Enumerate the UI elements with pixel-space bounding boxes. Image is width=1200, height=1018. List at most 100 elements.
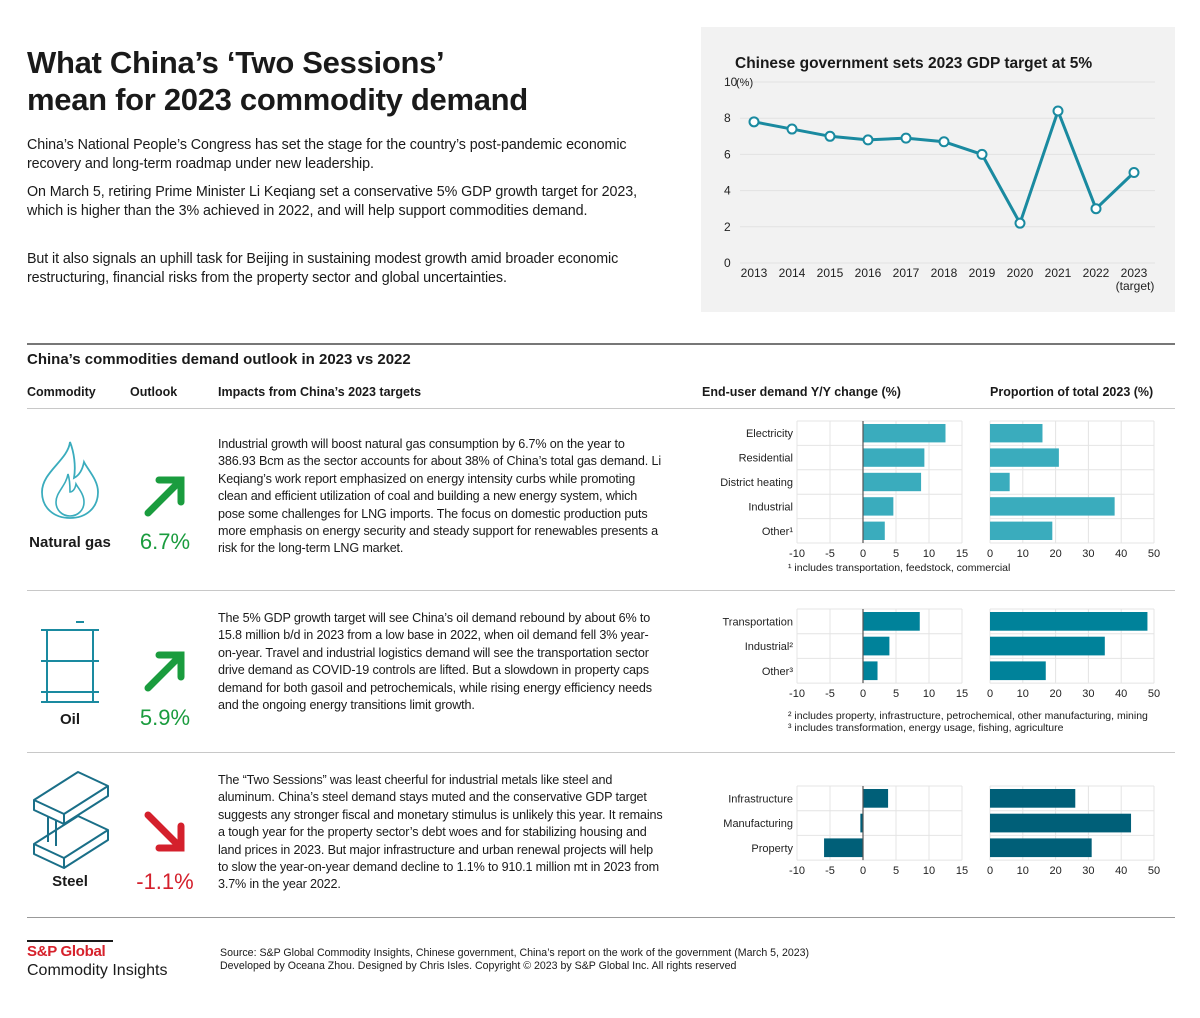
col-header-proportion: Proportion of total 2023 (%) — [990, 385, 1154, 399]
y-tick-label: 10 — [724, 75, 738, 89]
steel-beam-icon — [33, 771, 109, 869]
category-label: Electricity — [746, 428, 794, 440]
x-tick-label: 10 — [923, 688, 935, 700]
x-tick-label: 2015 — [817, 266, 844, 280]
bar — [990, 636, 1105, 656]
x-tick-label: 0 — [860, 688, 866, 700]
impact-description: The “Two Sessions” was least cheerful fo… — [218, 773, 663, 892]
bar — [863, 521, 885, 540]
x-tick-label: -10 — [789, 548, 805, 560]
category-label: Industrial² — [745, 641, 794, 653]
data-point — [1090, 203, 1102, 215]
footnote: ¹ includes transportation, feedstock, co… — [788, 562, 1011, 574]
x-tick-label: 2022 — [1083, 266, 1110, 280]
category-label: Manufacturing — [723, 818, 793, 830]
bar — [860, 813, 863, 833]
x-tick-label: 10 — [1017, 865, 1029, 877]
y-tick-label: 6 — [724, 147, 731, 161]
data-point — [862, 134, 874, 146]
x-tick-label: -5 — [825, 865, 835, 877]
bar — [990, 612, 1148, 631]
bar — [863, 472, 922, 492]
bar — [990, 789, 1076, 808]
x-tick-label: 20 — [1049, 548, 1061, 560]
data-point — [976, 148, 988, 160]
x-tick-label: 10 — [923, 548, 935, 560]
col-header-impacts: Impacts from China’s 2023 targets — [218, 385, 422, 399]
x-tick-label: 2016 — [855, 266, 882, 280]
x-tick-label: 40 — [1115, 548, 1127, 560]
x-tick-label: 15 — [956, 688, 968, 700]
x-tick-label: 2023 — [1121, 266, 1148, 280]
arrow-down-icon — [144, 811, 185, 852]
data-point — [900, 132, 912, 144]
x-tick-label: 2020 — [1007, 266, 1034, 280]
x-tick-label: 2013 — [741, 266, 768, 280]
bar — [990, 472, 1010, 492]
bar — [863, 497, 894, 516]
commodity-name: Natural gas — [29, 534, 111, 551]
arrow-up-icon — [144, 651, 185, 692]
bar — [863, 424, 946, 443]
intro-paragraph: On March 5, retiring Prime Minister Li K… — [27, 184, 637, 219]
data-point — [938, 136, 950, 148]
category-label: Transportation — [722, 616, 793, 628]
bar — [990, 497, 1115, 516]
outlook-value: -1.1% — [136, 869, 194, 894]
impact-description: Industrial growth will boost natural gas… — [218, 437, 661, 556]
x-tick-label: 30 — [1082, 548, 1094, 560]
x-tick-label: 50 — [1148, 548, 1160, 560]
x-tick-label: 5 — [893, 688, 899, 700]
data-point — [1128, 167, 1140, 178]
y-tick-label: 2 — [724, 220, 731, 234]
data-point — [786, 123, 798, 135]
category-label: Infrastructure — [728, 793, 793, 805]
title-line-1: What China’s ‘Two Sessions’ — [27, 45, 445, 80]
commodity-name: Oil — [59, 711, 80, 728]
category-label: Industrial — [748, 501, 793, 513]
outlook-value: 6.7% — [139, 529, 191, 554]
header-divider — [27, 408, 1175, 409]
x-tick-label: 0 — [987, 865, 993, 877]
x-tick-label: -5 — [825, 548, 835, 560]
gdp-chart-panel — [701, 27, 1175, 312]
x-tick-label: 50 — [1148, 865, 1160, 877]
title-line-2: mean for 2023 commodity demand — [27, 82, 528, 117]
bar — [990, 448, 1059, 467]
category-label: District heating — [720, 477, 793, 489]
footnote: ² includes property, infrastructure, pet… — [788, 710, 1148, 722]
bar — [990, 661, 1046, 681]
category-label: Property — [751, 843, 793, 855]
x-tick-label: 0 — [987, 548, 993, 560]
x-tick-label: -5 — [825, 688, 835, 700]
x-tick-label: 20 — [1049, 865, 1061, 877]
bar — [863, 661, 878, 681]
y-tick-label: 8 — [724, 111, 731, 125]
x-tick-label: 20 — [1049, 688, 1061, 700]
x-tick-sublabel: (target) — [1116, 279, 1155, 293]
x-tick-label: -10 — [789, 688, 805, 700]
x-tick-label: 15 — [956, 865, 968, 877]
bar — [863, 789, 889, 808]
outlook-value: 5.9% — [139, 705, 191, 730]
x-tick-label: 0 — [860, 548, 866, 560]
col-header-enduser: End-user demand Y/Y change (%) — [702, 385, 901, 399]
data-point — [1052, 105, 1064, 117]
x-tick-label: 5 — [893, 548, 899, 560]
footnote: ³ includes transformation, energy usage,… — [788, 722, 1064, 734]
x-tick-label: 5 — [893, 865, 899, 877]
x-tick-label: 10 — [1017, 548, 1029, 560]
x-tick-label: 2014 — [779, 266, 806, 280]
y-axis-unit: (%) — [736, 77, 753, 89]
x-tick-label: 2019 — [969, 266, 996, 280]
category-label: Other³ — [762, 666, 794, 678]
col-header-commodity: Commodity — [27, 385, 96, 399]
oil-barrel-icon — [41, 621, 99, 703]
row-divider — [27, 590, 1175, 591]
logo-sp-global: S&P Global — [27, 943, 106, 960]
y-tick-label: 0 — [724, 256, 731, 270]
logo-commodity-insights: Commodity Insights — [27, 962, 168, 979]
intro-paragraph: But it also signals an uphill task for B… — [27, 251, 619, 286]
bar — [863, 612, 920, 631]
bar — [990, 813, 1132, 833]
